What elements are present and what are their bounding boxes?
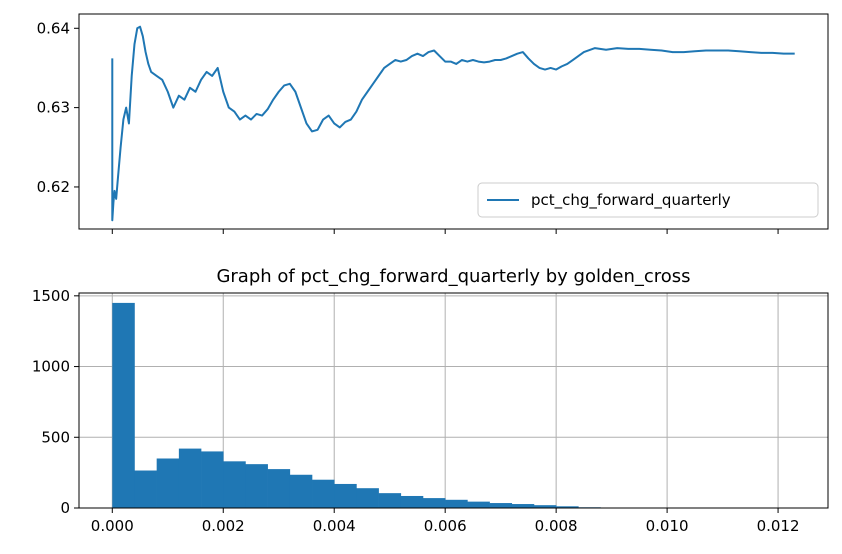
y-tick-label: 0.64 [37, 19, 70, 37]
series-line-pct-chg-forward-quarterly [111, 25, 795, 222]
y-tick-label: 1000 [32, 358, 70, 376]
bottom-axes-frame [78, 292, 829, 509]
histogram-bar [489, 503, 513, 508]
y-tick-label: 0 [60, 499, 70, 517]
histogram-bar [556, 506, 579, 508]
y-tick-label: 0.63 [37, 99, 70, 117]
histogram-bar [312, 479, 335, 508]
histogram-bar [334, 483, 357, 508]
histogram-bar [134, 470, 157, 508]
histogram-axes: 0 500 1000 1500 0.000 0.002 0.004 0.006 0.008 0.0… [32, 266, 829, 535]
y-tick-label: 1500 [32, 287, 70, 305]
legend-box [477, 182, 819, 218]
histogram-bar [445, 499, 468, 508]
top-axes-frame [78, 13, 829, 230]
histogram-title: Graph of pct_chg_forward_quarterly by go… [216, 266, 690, 287]
x-tick-label: 0.000 [91, 517, 134, 535]
x-tick-label: 0.012 [757, 517, 800, 535]
y-tick-label: 0.62 [37, 178, 70, 196]
legend-label: pct_chg_forward_quarterly [531, 191, 731, 210]
x-tick-label: 0.010 [646, 517, 689, 535]
histogram-bar [378, 493, 402, 508]
histogram-bar [178, 448, 202, 508]
histogram-bar [356, 488, 379, 508]
histogram-bar [245, 464, 268, 508]
histogram-bar [201, 451, 224, 508]
histogram-bar [467, 501, 490, 508]
histogram-bar [533, 505, 557, 508]
histogram-bar [422, 498, 446, 508]
histogram-bar [223, 461, 246, 508]
histogram-bar [112, 302, 135, 508]
histogram-bar [289, 474, 313, 508]
line-chart-axes: 0.62 0.63 0.64 pct_chg_forward_quarterly [37, 13, 829, 234]
x-tick-label: 0.004 [313, 517, 356, 535]
histogram-bar [400, 495, 424, 508]
x-tick-label: 0.002 [202, 517, 245, 535]
histogram-bar [156, 458, 180, 508]
y-tick-label: 500 [41, 428, 70, 446]
histogram-bar [267, 469, 291, 508]
histogram-bar [511, 504, 535, 508]
x-tick-label: 0.008 [535, 517, 578, 535]
x-tick-label: 0.006 [424, 517, 467, 535]
